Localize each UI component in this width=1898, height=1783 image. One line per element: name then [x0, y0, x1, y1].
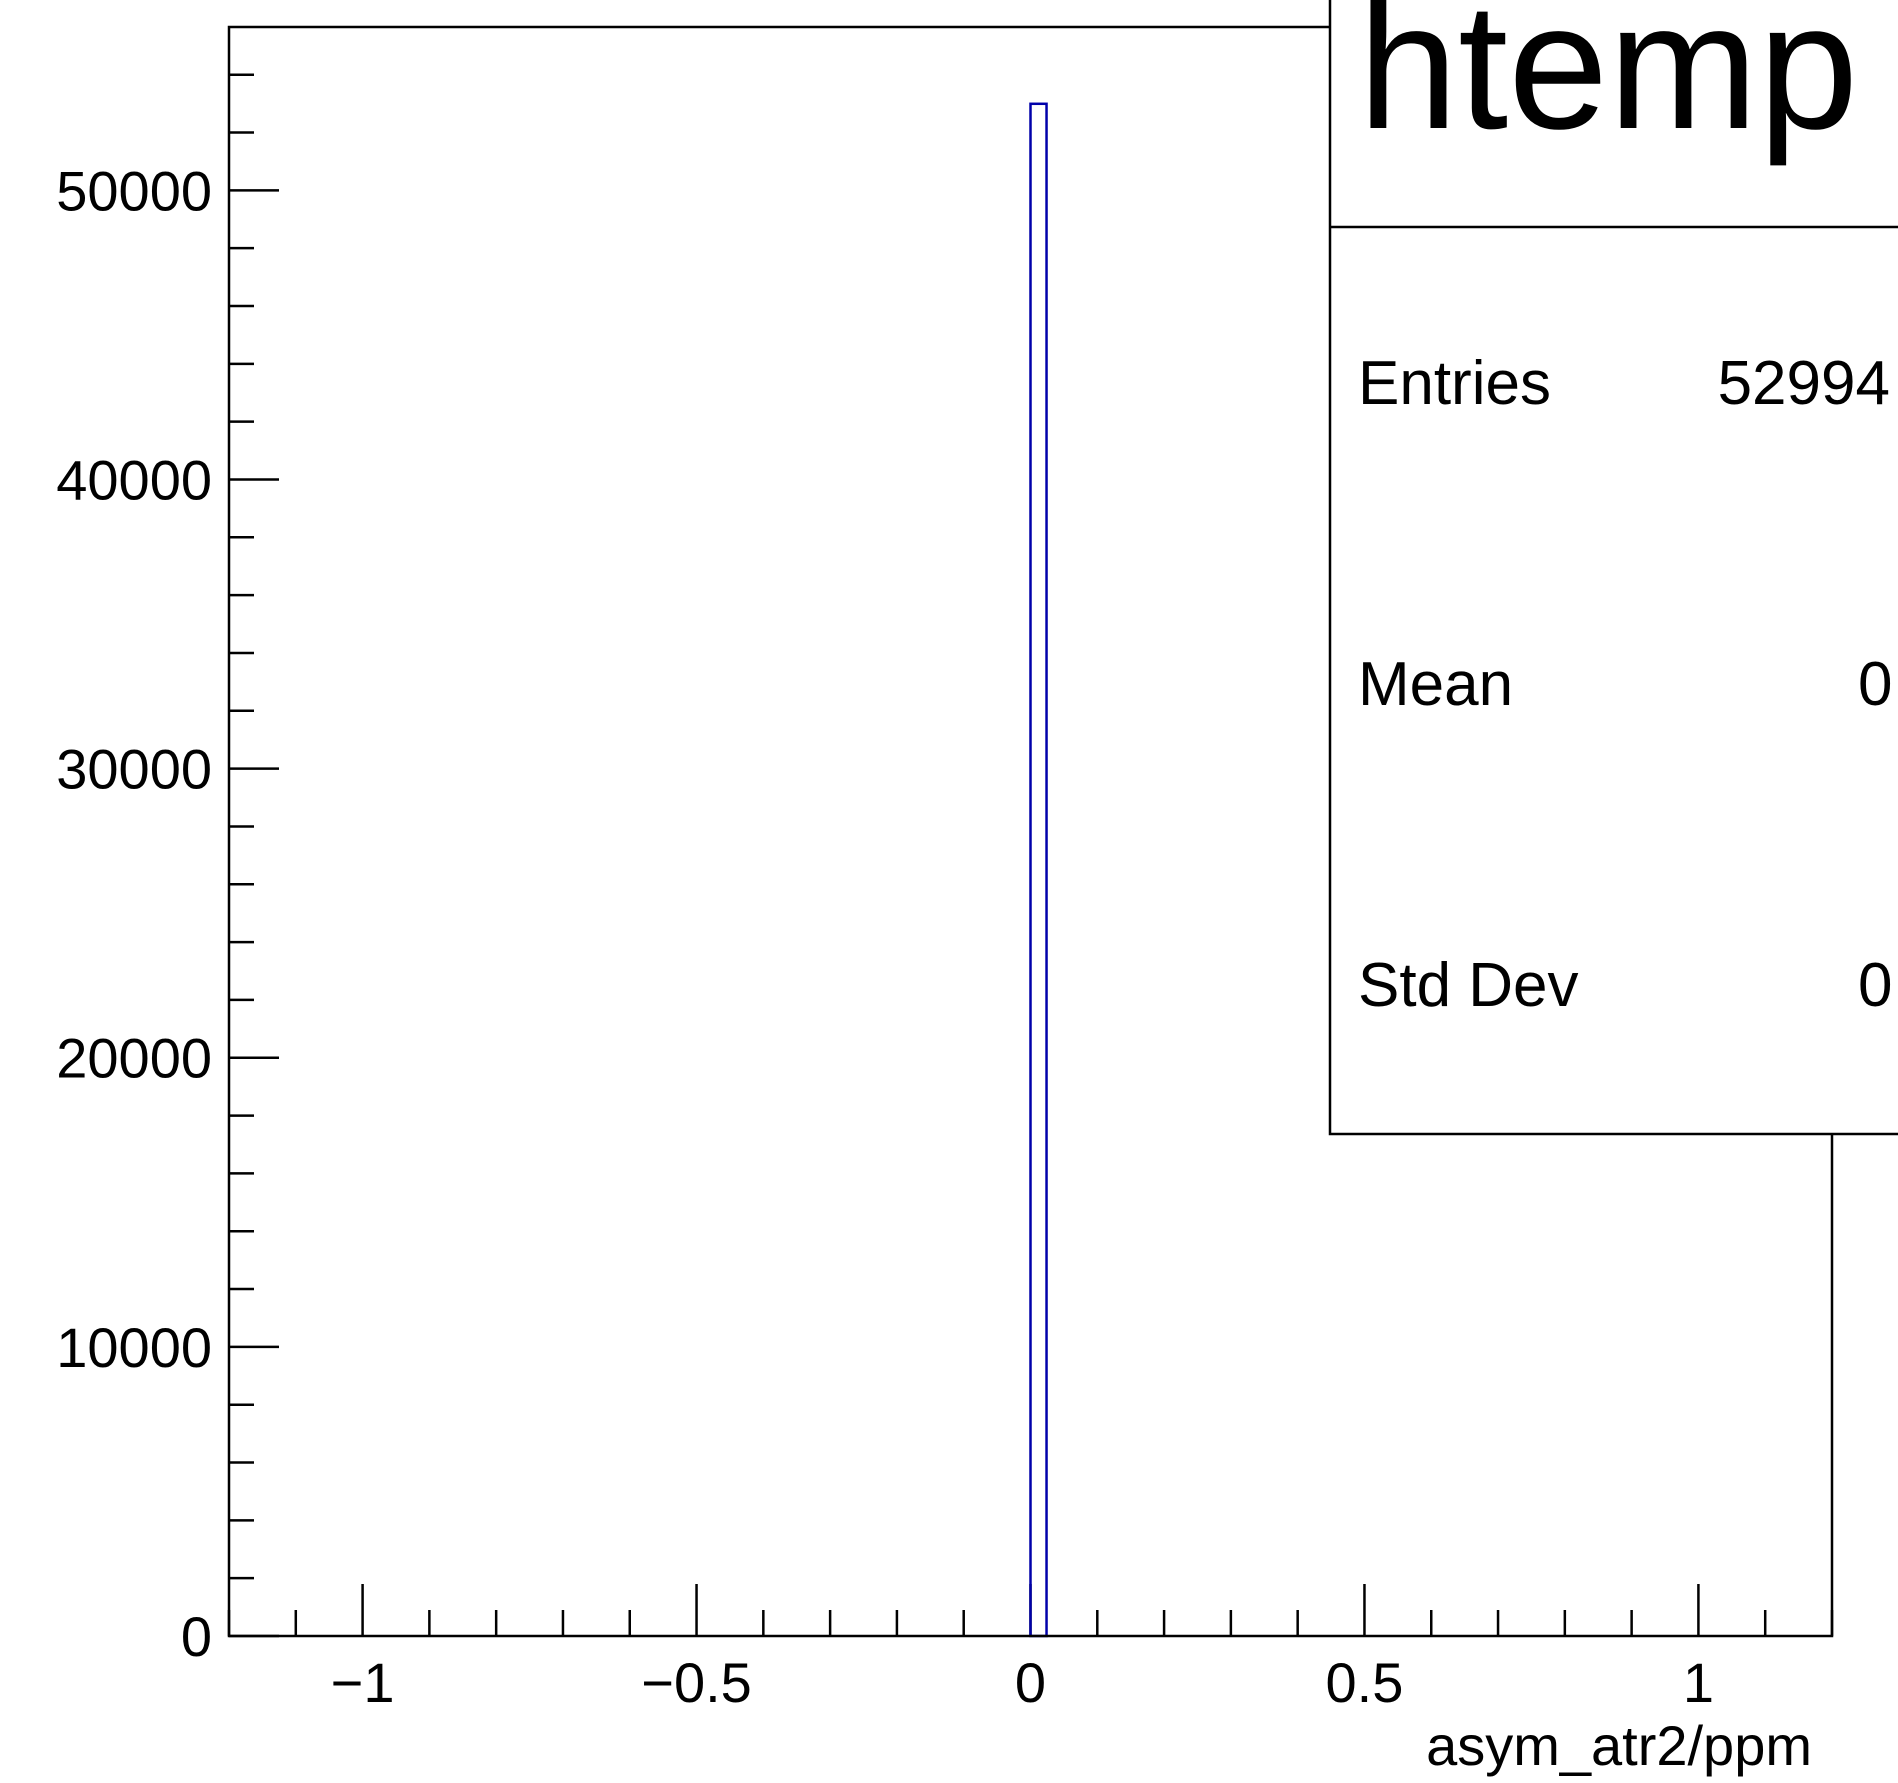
x-tick-label: 0 [1015, 1651, 1046, 1714]
x-tick-label: −1 [331, 1651, 395, 1714]
y-tick-label: 20000 [56, 1027, 212, 1090]
y-tick-label: 50000 [56, 159, 212, 222]
y-tick-label: 40000 [56, 448, 212, 511]
stats-box: htemp Entries 52994 Mean 0 Std Dev 0 [1328, 0, 1898, 1136]
y-tick-label: 10000 [56, 1316, 212, 1379]
x-tick-label: 0.5 [1326, 1651, 1404, 1714]
x-axis-label: asym_atr2/ppm [1426, 1714, 1812, 1777]
stats-stddev-value: 0 [1858, 951, 1892, 1020]
stats-entries-value: 52994 [1718, 349, 1890, 418]
stats-mean-label: Mean [1358, 650, 1513, 719]
stats-stddev-label: Std Dev [1358, 951, 1579, 1020]
chart-title: htemp [1358, 0, 1858, 167]
stats-entries-label: Entries [1358, 349, 1551, 418]
x-tick-label: −0.5 [641, 1651, 752, 1714]
x-tick-label: 1 [1683, 1651, 1714, 1714]
x-axis: −1 −0.5 0 0.5 1 [227, 1584, 1834, 1714]
stats-box-frame [1328, 0, 1898, 1136]
y-tick-label: 0 [181, 1605, 212, 1668]
y-axis: 0 10000 20000 30000 40000 50000 [56, 73, 279, 1668]
stats-mean-value: 0 [1858, 650, 1892, 719]
y-tick-label: 30000 [56, 738, 212, 801]
